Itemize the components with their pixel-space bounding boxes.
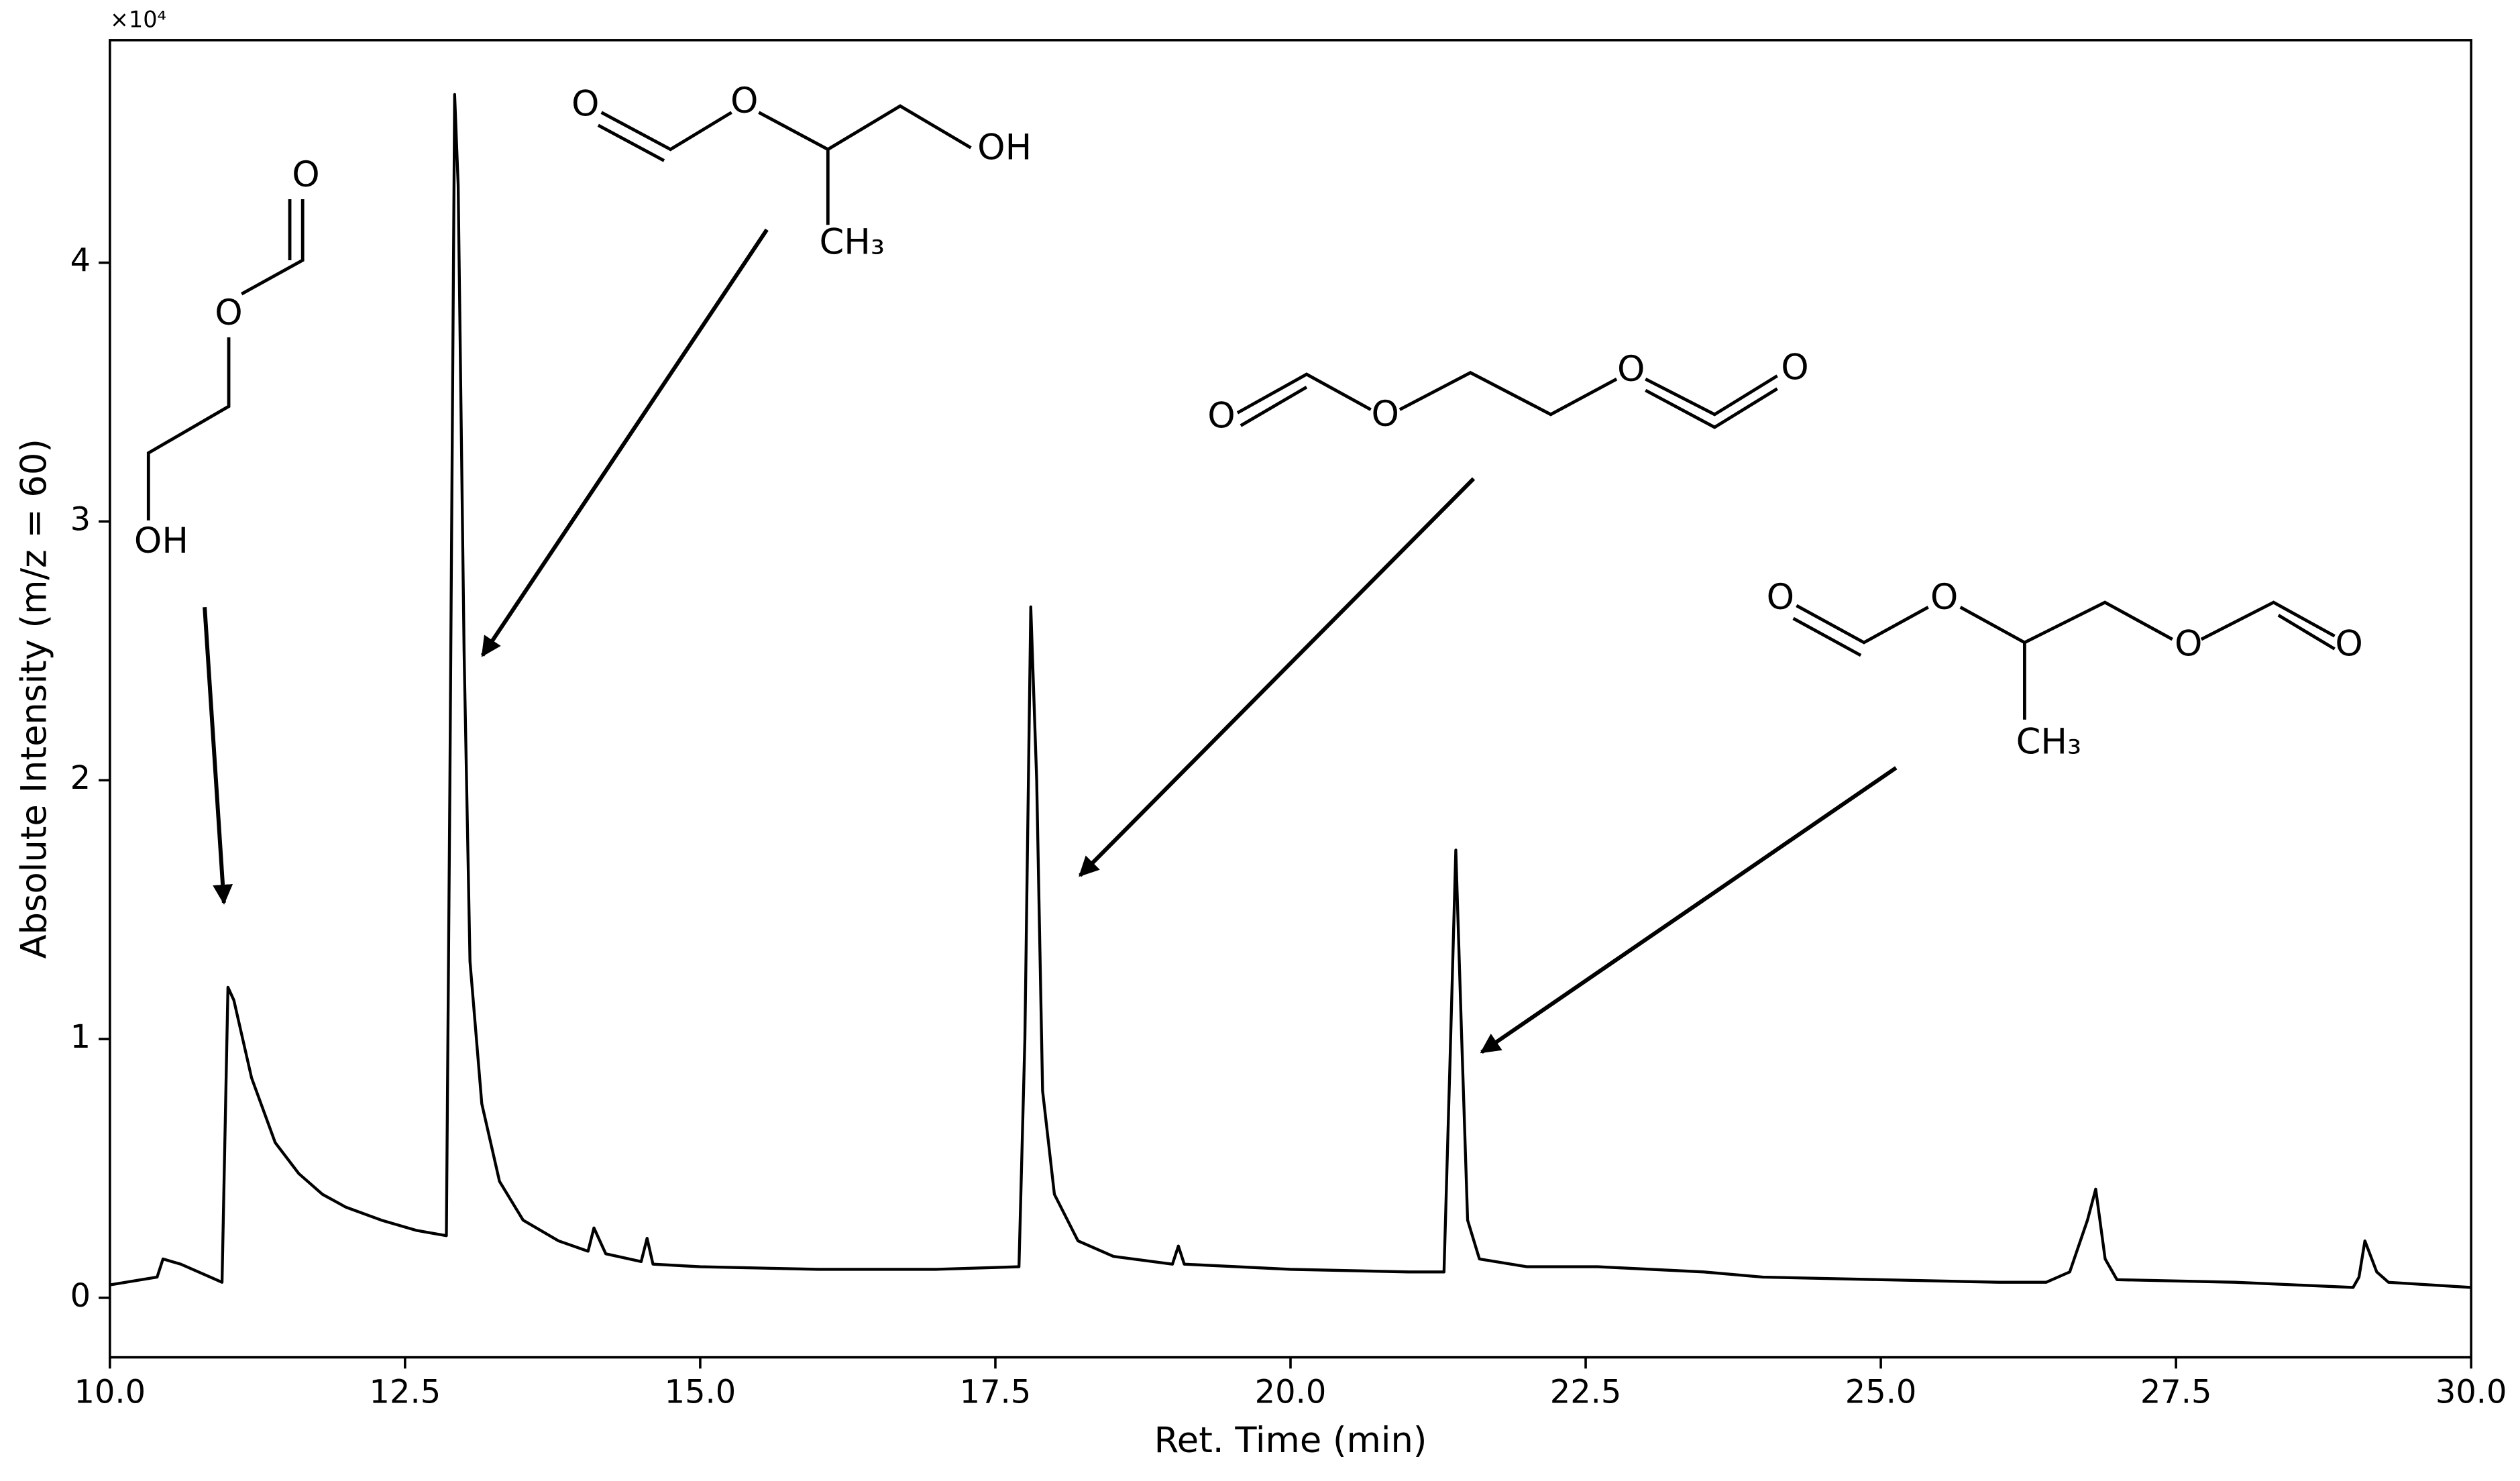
atom-label: O xyxy=(1617,349,1645,390)
atom-label: OH xyxy=(134,520,188,561)
y-tick-label: 3 xyxy=(70,501,91,538)
atom-label: O xyxy=(1372,394,1399,435)
arrow xyxy=(480,228,769,657)
atom-label: CH₃ xyxy=(819,222,885,263)
atom-label: O xyxy=(1767,577,1794,618)
atom-label: O xyxy=(571,84,599,125)
atom-label: O xyxy=(1930,577,1958,618)
arrow xyxy=(1480,766,1898,1054)
y-tick-label: 4 xyxy=(70,243,91,280)
x-tick-label: 15.0 xyxy=(665,1374,736,1411)
x-tick-label: 22.5 xyxy=(1550,1374,1622,1411)
x-tick-label: 12.5 xyxy=(370,1374,441,1411)
arrow xyxy=(203,607,233,905)
bond xyxy=(597,104,972,225)
bond xyxy=(1792,600,2336,720)
data-line xyxy=(109,93,2472,1289)
atom-label: O xyxy=(215,292,242,333)
atom-label: CH₃ xyxy=(2016,721,2081,762)
atom-label: O xyxy=(2335,623,2362,664)
bond xyxy=(1236,370,1778,429)
atom-label: O xyxy=(1781,347,1808,388)
x-tick-label: 10.0 xyxy=(74,1374,146,1411)
y-tick-label: 2 xyxy=(70,760,91,797)
x-tick-label: 17.5 xyxy=(960,1374,1032,1411)
x-axis-label: Ret. Time (min) xyxy=(1154,1420,1427,1461)
x-tick-label: 20.0 xyxy=(1255,1374,1327,1411)
y-tick-label: 1 xyxy=(70,1019,91,1056)
bond xyxy=(146,199,305,520)
y-axis-label: Absolute Intensity (m/z = 60) xyxy=(13,439,54,958)
y-offset-label: ×10⁴ xyxy=(110,7,166,33)
y-tick-label: 0 xyxy=(70,1278,91,1315)
atom-label: O xyxy=(292,154,319,195)
atom-label: O xyxy=(730,80,758,121)
atom-label: O xyxy=(2175,623,2202,664)
atom-label: O xyxy=(1207,395,1235,436)
arrow xyxy=(1079,477,1476,877)
structures xyxy=(146,104,2336,1054)
x-tick-label: 25.0 xyxy=(1845,1374,1917,1411)
atom-label: OH xyxy=(977,127,1032,168)
x-tick-label: 30.0 xyxy=(2435,1374,2507,1411)
x-tick-label: 27.5 xyxy=(2140,1374,2212,1411)
